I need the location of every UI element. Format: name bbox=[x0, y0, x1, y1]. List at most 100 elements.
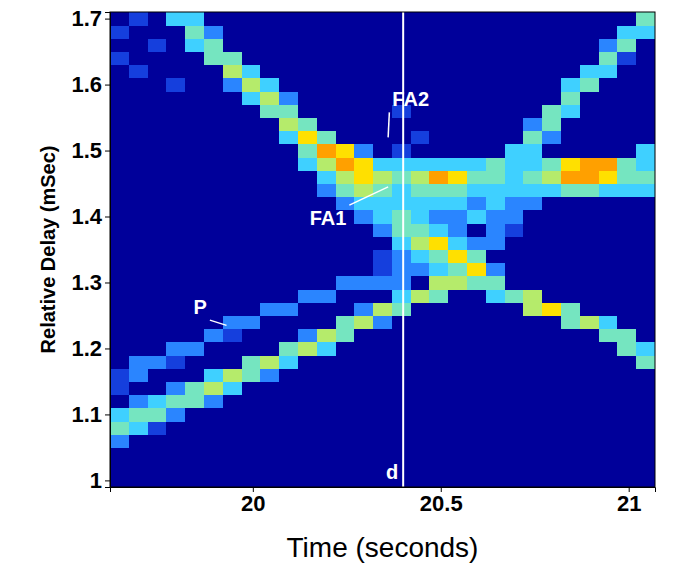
heat-cell bbox=[185, 65, 204, 79]
heat-cell bbox=[317, 315, 336, 329]
heat-cell bbox=[392, 38, 411, 52]
heat-cell bbox=[298, 263, 317, 277]
heat-cell bbox=[242, 368, 261, 382]
heat-cell bbox=[542, 474, 561, 487]
heat-cell bbox=[242, 170, 261, 184]
heat-cell bbox=[373, 157, 392, 171]
heat-cell bbox=[223, 170, 242, 184]
heat-cell bbox=[336, 302, 355, 316]
heat-cell bbox=[636, 342, 655, 356]
heat-cell bbox=[260, 355, 279, 369]
heat-cell bbox=[298, 104, 317, 118]
heat-cell bbox=[166, 104, 185, 118]
heat-cell bbox=[166, 289, 185, 303]
heat-cell bbox=[580, 131, 599, 145]
heat-cell bbox=[166, 368, 185, 382]
heat-cell bbox=[317, 52, 336, 66]
heat-cell bbox=[260, 170, 279, 184]
heat-cell bbox=[429, 250, 448, 264]
heat-cell bbox=[486, 236, 505, 250]
heat-cell bbox=[204, 104, 223, 118]
heat-cell bbox=[523, 263, 542, 277]
heat-cell bbox=[148, 289, 167, 303]
heat-cell bbox=[279, 118, 298, 132]
heat-cell bbox=[166, 91, 185, 105]
heat-cell bbox=[542, 447, 561, 461]
heat-cell bbox=[260, 447, 279, 461]
y-tick-mark bbox=[105, 19, 110, 20]
heat-cell bbox=[204, 131, 223, 145]
heat-cell bbox=[185, 157, 204, 171]
heat-cell bbox=[110, 421, 129, 435]
heat-cell bbox=[429, 355, 448, 369]
heat-cell bbox=[298, 342, 317, 356]
heat-cell bbox=[599, 315, 618, 329]
heat-cell bbox=[242, 408, 261, 422]
heat-cell bbox=[336, 184, 355, 198]
heat-cell bbox=[279, 52, 298, 66]
heat-cell bbox=[110, 170, 129, 184]
heat-cell bbox=[242, 447, 261, 461]
heat-cell bbox=[129, 12, 148, 26]
heat-cell bbox=[542, 52, 561, 66]
heat-cell bbox=[242, 197, 261, 211]
heat-cell bbox=[523, 38, 542, 52]
heat-cell bbox=[561, 315, 580, 329]
heat-cell bbox=[260, 223, 279, 237]
heat-cell bbox=[204, 342, 223, 356]
heat-cell bbox=[599, 65, 618, 79]
heat-cell bbox=[429, 157, 448, 171]
heat-cell bbox=[354, 144, 373, 158]
heat-cell bbox=[561, 65, 580, 79]
heat-cell bbox=[617, 210, 636, 224]
heat-cell bbox=[580, 91, 599, 105]
annotation-label: P bbox=[194, 296, 207, 318]
heat-cell bbox=[411, 12, 430, 26]
heat-cell bbox=[411, 302, 430, 316]
heat-cell bbox=[223, 197, 242, 211]
heat-cell bbox=[185, 355, 204, 369]
marker-label: d bbox=[386, 461, 398, 483]
heat-cell bbox=[110, 408, 129, 422]
heat-cell bbox=[580, 289, 599, 303]
heat-cell bbox=[129, 104, 148, 118]
heat-cell bbox=[129, 38, 148, 52]
heat-cell bbox=[298, 236, 317, 250]
heat-cell bbox=[317, 461, 336, 475]
heat-cell bbox=[242, 65, 261, 79]
heat-cell bbox=[523, 474, 542, 487]
heat-cell bbox=[392, 197, 411, 211]
heat-cell bbox=[166, 421, 185, 435]
heat-cell bbox=[636, 329, 655, 343]
heat-cell bbox=[242, 223, 261, 237]
heat-cell bbox=[542, 289, 561, 303]
heat-cell bbox=[542, 236, 561, 250]
heat-cell bbox=[599, 104, 618, 118]
heat-cell bbox=[448, 315, 467, 329]
heat-cell bbox=[392, 434, 411, 448]
heat-cell bbox=[448, 461, 467, 475]
heat-cell bbox=[317, 329, 336, 343]
annotation-label: FA1 bbox=[310, 207, 347, 229]
heat-cell bbox=[599, 170, 618, 184]
heat-cell bbox=[486, 25, 505, 39]
heat-cell bbox=[467, 381, 486, 395]
heat-cell bbox=[636, 25, 655, 39]
y-tick: 1.7 bbox=[71, 6, 110, 31]
heat-cell bbox=[279, 91, 298, 105]
heat-cell bbox=[636, 170, 655, 184]
heat-cell bbox=[148, 38, 167, 52]
heat-cell bbox=[523, 25, 542, 39]
heat-cell bbox=[429, 65, 448, 79]
heat-cell bbox=[373, 52, 392, 66]
heat-cell bbox=[617, 236, 636, 250]
heat-cell bbox=[505, 210, 524, 224]
heat-cell bbox=[542, 263, 561, 277]
heat-cell bbox=[279, 12, 298, 26]
heat-cell bbox=[486, 461, 505, 475]
heat-cell bbox=[110, 144, 129, 158]
heat-cell bbox=[223, 421, 242, 435]
heat-cell bbox=[561, 104, 580, 118]
heat-cell bbox=[411, 157, 430, 171]
y-tick-mark bbox=[105, 414, 110, 415]
